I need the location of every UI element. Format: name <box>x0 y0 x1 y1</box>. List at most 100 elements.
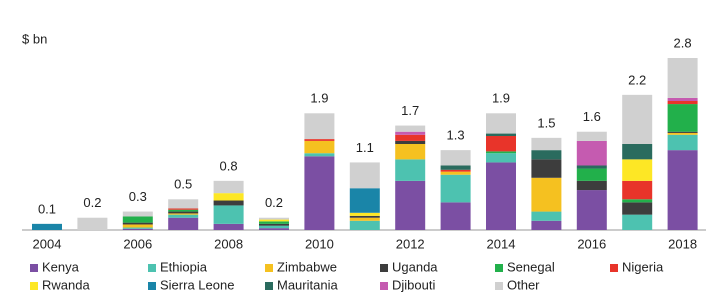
legend-label: Kenya <box>42 259 80 274</box>
bar-segment <box>576 168 607 181</box>
total-label: 1.7 <box>401 103 419 118</box>
bar-segment <box>667 97 698 101</box>
bar-segment <box>304 156 335 230</box>
bar-segment <box>349 217 380 221</box>
bar-segment <box>168 199 199 209</box>
bar-segment <box>440 150 471 166</box>
bar-segment <box>213 193 244 201</box>
bar-segment <box>667 104 698 132</box>
x-tick-label: 2010 <box>305 236 334 251</box>
total-label: 1.9 <box>310 91 328 106</box>
legend-swatch <box>148 282 156 290</box>
bar-segment <box>622 159 653 181</box>
bar-segment <box>213 205 244 224</box>
bar-segment <box>122 228 153 230</box>
legend-label: Ethiopia <box>160 259 208 274</box>
bar-segment <box>440 165 471 170</box>
bar-segment <box>440 171 471 175</box>
bar-segment <box>77 217 108 230</box>
bar-segment <box>395 131 426 135</box>
total-label: 0.1 <box>38 201 56 216</box>
bar-segment <box>531 177 562 212</box>
total-label: 0.3 <box>129 189 147 204</box>
legend-label: Sierra Leone <box>160 277 234 292</box>
x-tick-label: 2012 <box>396 236 425 251</box>
legend-swatch <box>380 264 388 272</box>
total-label: 2.2 <box>628 72 646 87</box>
total-label: 0.2 <box>265 195 283 210</box>
bar-segment <box>395 134 426 141</box>
bar-segment <box>667 131 698 133</box>
bar-segment <box>576 131 607 141</box>
legend-label: Nigeria <box>622 259 664 274</box>
bar-segment <box>168 217 199 230</box>
bar-segment <box>667 134 698 151</box>
total-label: 0.5 <box>174 177 192 192</box>
bar-segment <box>622 144 653 160</box>
bar-segment <box>486 162 516 230</box>
bar-segment <box>486 113 516 134</box>
bar-segment <box>213 223 244 230</box>
legend-label: Senegal <box>507 259 555 274</box>
bar-segment <box>122 227 153 229</box>
bar-segment <box>395 180 426 230</box>
bar-segment <box>168 214 199 218</box>
x-tick-label: 2004 <box>33 236 62 251</box>
legend-label: Uganda <box>392 259 438 274</box>
bar-segment <box>667 150 698 230</box>
bar-segment <box>259 228 289 230</box>
legend-swatch <box>495 282 503 290</box>
x-tick-label: 2006 <box>123 236 152 251</box>
bar-segment <box>576 140 607 166</box>
bar-segment <box>259 223 289 226</box>
bar-segment <box>440 202 471 230</box>
bar-segment <box>667 58 698 98</box>
total-label: 0.2 <box>83 195 101 210</box>
x-tick-label: 2014 <box>487 236 516 251</box>
bar-segment <box>168 213 199 215</box>
legend-swatch <box>495 264 503 272</box>
total-label: 1.5 <box>537 115 555 130</box>
bar-segment <box>395 144 426 160</box>
bar-segment <box>440 174 471 203</box>
bar-segment <box>304 140 335 154</box>
bar-segment <box>531 150 562 160</box>
bar-segment <box>349 212 380 216</box>
bar-segment <box>349 162 380 189</box>
bar-segment <box>622 199 653 203</box>
legend-swatch <box>148 264 156 272</box>
legend-label: Mauritania <box>277 277 338 292</box>
bar-segment <box>259 225 289 229</box>
bar-segment <box>213 180 244 194</box>
total-label: 1.9 <box>492 91 510 106</box>
bar-segment <box>395 140 426 144</box>
total-label: 0.8 <box>220 158 238 173</box>
bar-segment <box>667 132 698 135</box>
bar-segment <box>304 113 335 140</box>
legend-swatch <box>30 264 38 272</box>
legend-swatch <box>610 264 618 272</box>
bar-segment <box>395 125 426 132</box>
bar-segment <box>486 153 516 163</box>
bar-segment <box>122 216 153 223</box>
bar-segment <box>486 133 516 137</box>
bar-segment <box>531 220 562 230</box>
bar-segment <box>122 224 153 228</box>
legend-swatch <box>265 282 273 290</box>
total-label: 1.3 <box>447 128 465 143</box>
bar-segment <box>168 211 199 214</box>
bar-segment <box>486 151 516 154</box>
legend-swatch <box>265 264 273 272</box>
x-tick-label: 2018 <box>668 236 697 251</box>
x-tick-label: 2008 <box>214 236 243 251</box>
bar-segment <box>168 208 199 210</box>
bar-segment <box>395 159 426 181</box>
bar-segment <box>576 165 607 169</box>
bar-segment <box>213 200 244 206</box>
bar-segment <box>349 188 380 213</box>
total-label: 1.1 <box>356 140 374 155</box>
bar-segment <box>622 214 653 230</box>
bar-segment <box>349 220 380 230</box>
bar-segment <box>531 137 562 151</box>
